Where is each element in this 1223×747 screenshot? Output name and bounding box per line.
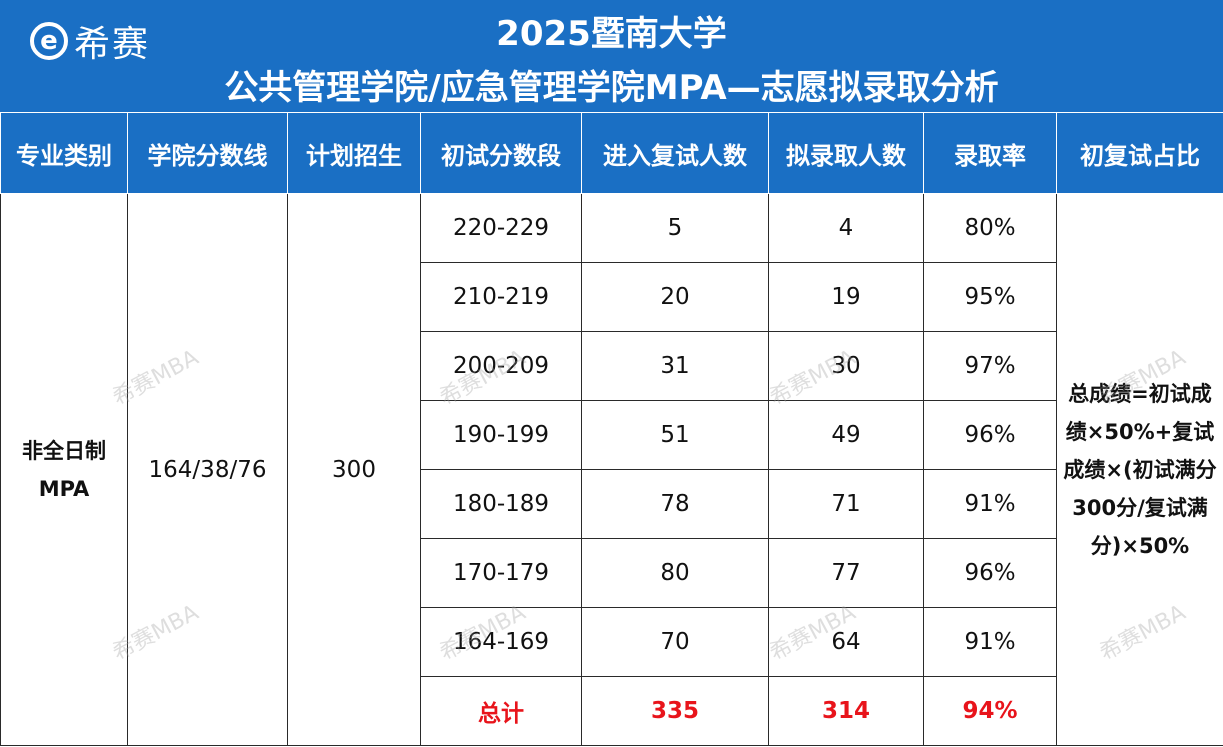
page-title-line1: 2025暨南大学 [496, 14, 727, 54]
retest-count-cell: 20 [581, 262, 769, 332]
admit-count-cell: 4 [768, 193, 924, 263]
admit-count-cell: 77 [768, 538, 924, 608]
category-cell: 非全日制MPA [0, 193, 128, 746]
col-header-retest-count: 进入复试人数 [581, 112, 769, 194]
admit-count-cell: 49 [768, 400, 924, 470]
retest-count-cell: 31 [581, 331, 769, 401]
col-header-admit-count: 拟录取人数 [768, 112, 924, 194]
total-rate-cell: 94% [923, 676, 1057, 746]
rate-cell: 96% [923, 538, 1057, 608]
ratio-note-cell: 总成绩=初试成绩×50%+复试成绩×(初试满分300分/复试满分)×50% [1056, 193, 1223, 746]
retest-count-cell: 80 [581, 538, 769, 608]
logo-e-icon: e [30, 22, 68, 60]
col-header-score-range: 初试分数段 [420, 112, 582, 194]
admit-count-cell: 30 [768, 331, 924, 401]
col-header-ratio: 初复试占比 [1056, 112, 1223, 194]
total-retest-cell: 335 [581, 676, 769, 746]
table-row: 164-169 70 64 91% [1, 607, 1223, 677]
rate-cell: 91% [923, 607, 1057, 677]
col-header-rate: 录取率 [923, 112, 1057, 194]
retest-count-cell: 70 [581, 607, 769, 677]
rate-cell: 96% [923, 400, 1057, 470]
total-label-cell: 总计 [420, 676, 582, 746]
plan-cell: 300 [287, 193, 421, 746]
retest-count-cell: 51 [581, 400, 769, 470]
logo-text: 希赛 [74, 24, 151, 65]
retest-count-cell: 78 [581, 469, 769, 539]
col-header-plan: 计划招生 [287, 112, 421, 194]
table-row: 170-179 80 77 96% [1, 538, 1223, 608]
rate-cell: 95% [923, 262, 1057, 332]
admission-table: 专业类别 学院分数线 计划招生 初试分数段 进入复试人数 拟录取人数 录取率 初… [0, 112, 1223, 746]
score-range-cell: 170-179 [420, 538, 582, 608]
col-header-category: 专业类别 [0, 112, 128, 194]
table-row: 200-209 31 30 97% [1, 331, 1223, 401]
admit-count-cell: 19 [768, 262, 924, 332]
rate-cell: 91% [923, 469, 1057, 539]
score-range-cell: 180-189 [420, 469, 582, 539]
retest-count-cell: 5 [581, 193, 769, 263]
col-header-cutoff: 学院分数线 [127, 112, 288, 194]
rate-cell: 80% [923, 193, 1057, 263]
title-banner: e 希赛 2025暨南大学 公共管理学院/应急管理学院MPA—志愿拟录取分析 [0, 0, 1223, 112]
total-admit-cell: 314 [768, 676, 924, 746]
table-row: 非全日制MPA 164/38/76 300 220-229 5 4 80% 总成… [0, 193, 1223, 746]
score-range-cell: 190-199 [420, 400, 582, 470]
table-row: 190-199 51 49 96% [1, 400, 1223, 470]
score-range-cell: 210-219 [420, 262, 582, 332]
table-row: 210-219 20 19 95% [1, 262, 1223, 332]
score-range-cell: 220-229 [420, 193, 582, 263]
rate-cell: 97% [923, 331, 1057, 401]
admit-count-cell: 64 [768, 607, 924, 677]
page-title-line2: 公共管理学院/应急管理学院MPA—志愿拟录取分析 [224, 68, 999, 108]
admit-count-cell: 71 [768, 469, 924, 539]
cutoff-cell: 164/38/76 [127, 193, 288, 746]
score-range-cell: 200-209 [420, 331, 582, 401]
total-row: 总计 335 314 94% [1, 676, 1223, 746]
score-range-cell: 164-169 [420, 607, 582, 677]
table-header-row: 专业类别 学院分数线 计划招生 初试分数段 进入复试人数 拟录取人数 录取率 初… [0, 112, 1223, 194]
brand-logo: e 希赛 [30, 16, 150, 66]
